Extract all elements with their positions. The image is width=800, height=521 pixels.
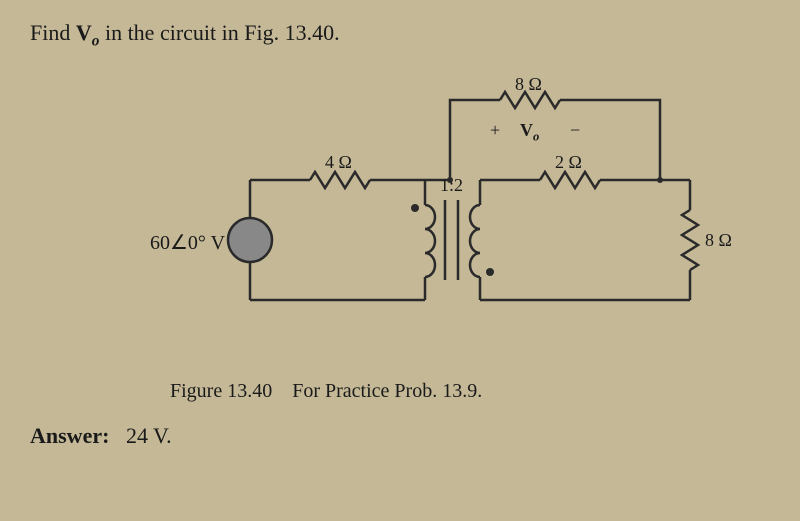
vo-minus: −: [570, 120, 580, 141]
answer-value: 24 V.: [126, 423, 172, 448]
r-top-label: 8 Ω: [515, 74, 542, 95]
problem-prefix: Find: [30, 20, 76, 45]
answer-label: Answer:: [30, 423, 109, 448]
problem-var: Vo: [76, 20, 100, 45]
r-right-label: 2 Ω: [555, 152, 582, 173]
circuit-diagram: 8 Ω 4 Ω 2 Ω 8 Ω 1:2 60∠0° V + Vo −: [190, 80, 750, 360]
source-label: 60∠0° V: [150, 230, 225, 255]
r-load-label: 8 Ω: [705, 230, 732, 251]
vo-plus: +: [490, 120, 500, 141]
ratio-label: 1:2: [440, 175, 463, 196]
problem-statement: Find Vo in the circuit in Fig. 13.40.: [30, 20, 770, 50]
answer-line: Answer: 24 V.: [30, 423, 770, 449]
figure-caption: Figure 13.40 For Practice Prob. 13.9.: [170, 380, 770, 403]
vo-label: Vo: [520, 120, 539, 145]
figure-text: For Practice Prob. 13.9.: [292, 380, 482, 402]
figure-label: Figure 13.40: [170, 380, 272, 402]
r-left-label: 4 Ω: [325, 152, 352, 173]
problem-suffix: in the circuit in Fig. 13.40.: [99, 20, 339, 45]
circuit-svg: [190, 80, 750, 360]
